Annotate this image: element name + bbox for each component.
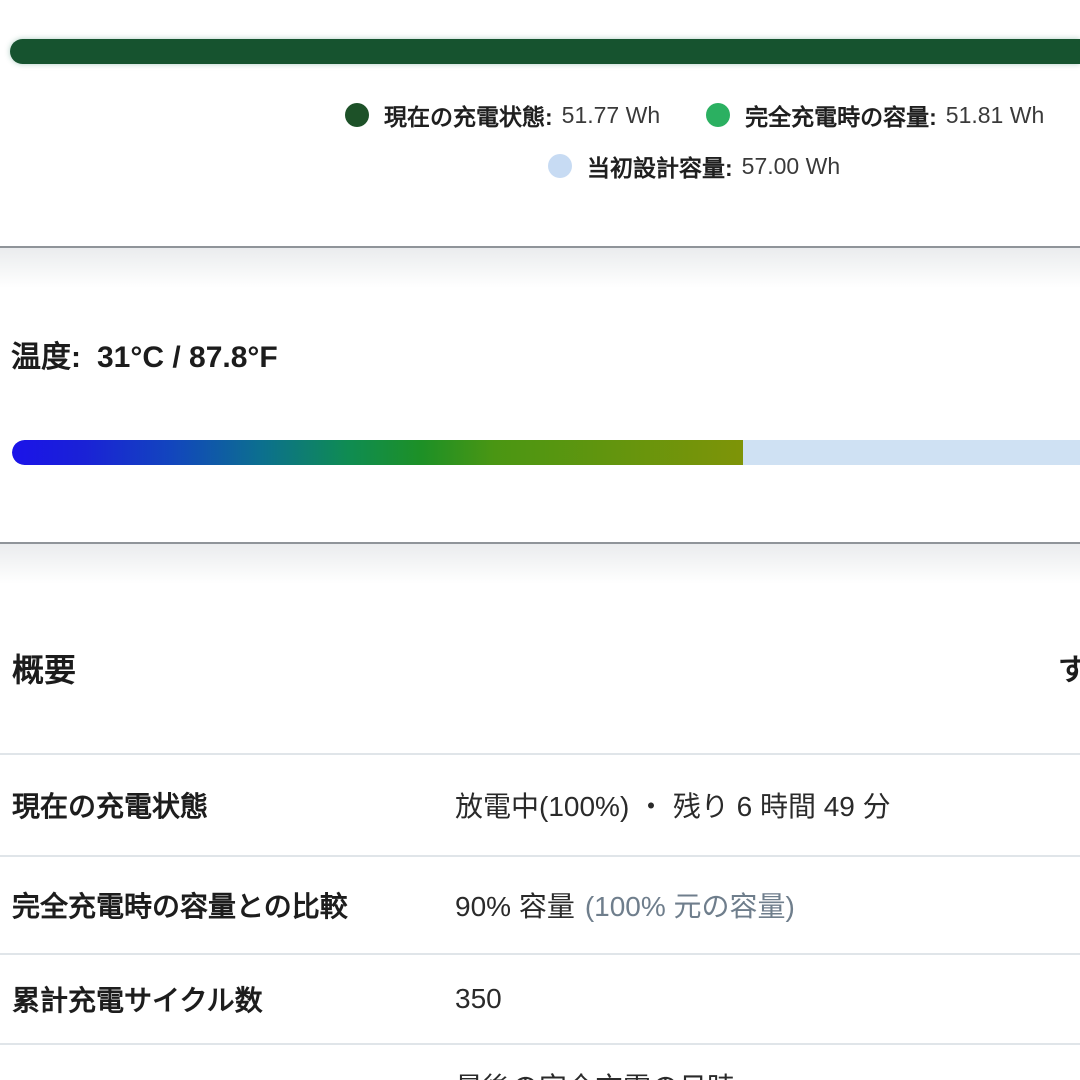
table-row-current-charge-state: 現在の充電状態 放電中(100%) ・ 残り 6 時間 49 分 xyxy=(0,753,1080,855)
temperature-label: 温度: xyxy=(11,341,81,374)
temperature-heading: 温度: 31°C / 87.8°F xyxy=(11,341,278,375)
row-label: 完全充電時の容量との比較 xyxy=(12,891,348,922)
clipped-row-fragment: 最後の完全充電の日時 xyxy=(455,1066,1080,1080)
row-label: 現在の充電状態 xyxy=(12,791,209,822)
card-divider xyxy=(0,246,1080,248)
battery-capacity-bar xyxy=(10,39,1080,64)
legend-value: 51.81 Wh xyxy=(945,101,1045,128)
capacity-legend-row-2: 当初設計容量: 57.00 Wh xyxy=(548,151,840,181)
legend-value: 57.00 Wh xyxy=(741,152,841,179)
temperature-gauge xyxy=(12,440,1080,465)
legend-item-design-capacity: 当初設計容量: 57.00 Wh xyxy=(548,149,840,183)
row-value-muted: (100% 元の容量) xyxy=(584,891,795,922)
legend-value: 51.77 Wh xyxy=(561,101,661,128)
row-value: 350 xyxy=(455,983,502,1014)
overview-table: 現在の充電状態 放電中(100%) ・ 残り 6 時間 49 分 完全充電時の容… xyxy=(0,753,1080,1080)
temperature-value: 31°C / 87.8°F xyxy=(97,341,278,374)
overview-section-title: 概要 xyxy=(12,652,77,688)
legend-label: 当初設計容量: xyxy=(587,155,733,181)
full-charge-dot-icon xyxy=(706,103,731,127)
card-divider-shadow xyxy=(0,544,1080,584)
legend-item-current-charge: 現在の充電状態: 51.77 Wh xyxy=(345,98,660,132)
row-label: 累計充電サイクル数 xyxy=(12,985,263,1016)
legend-item-full-charge-capacity: 完全充電時の容量: 51.81 Wh xyxy=(706,98,1044,132)
overview-see-all-link[interactable]: す xyxy=(1058,654,1080,687)
table-row-capacity-comparison: 完全充電時の容量との比較 90% 容量 (100% 元の容量) xyxy=(0,855,1080,953)
table-row-cycle-count: 累計充電サイクル数 350 xyxy=(0,953,1080,1043)
legend-label: 現在の充電状態: xyxy=(384,104,553,130)
row-value: 放電中(100%) ・ 残り 6 時間 49 分 xyxy=(455,791,891,822)
capacity-legend-row-1: 現在の充電状態: 51.77 Wh 完全充電時の容量: 51.81 Wh xyxy=(345,100,1044,130)
current-charge-dot-icon xyxy=(345,103,369,127)
card-divider xyxy=(0,542,1080,544)
design-capacity-dot-icon xyxy=(548,154,572,178)
card-divider-shadow xyxy=(0,248,1080,288)
table-row-clipped: 最後の完全充電の日時 xyxy=(0,1043,1080,1080)
temperature-gauge-fill xyxy=(12,440,743,465)
row-value: 90% 容量 xyxy=(455,891,575,922)
legend-label: 完全充電時の容量: xyxy=(745,104,937,130)
